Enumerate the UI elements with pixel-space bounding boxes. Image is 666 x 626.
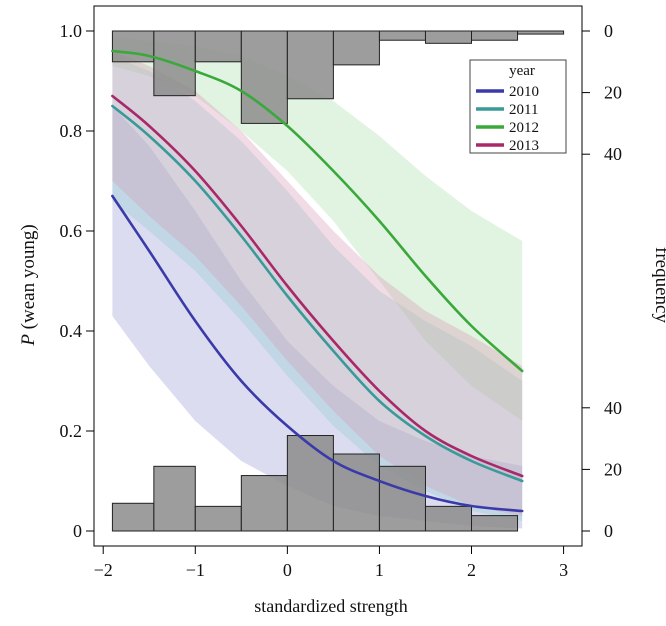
legend-label-2013: 2013 (509, 138, 539, 154)
bottom-hist-bar (153, 465, 196, 532)
y-tick-label: 0.2 (60, 421, 83, 441)
line-2012 (111, 49, 524, 373)
y2-bottom-tick-label: 0 (604, 521, 613, 541)
y2-bottom-tick-label: 20 (604, 459, 622, 479)
top-hist-bar (517, 30, 565, 35)
confidence-bands (112, 36, 523, 529)
bottom-hist-bar (194, 505, 242, 532)
legend-label-2011: 2011 (509, 102, 538, 118)
y-tick-label: 0.8 (60, 121, 83, 141)
top-hist-bar (378, 30, 426, 41)
band-2010 (112, 106, 523, 529)
bottom-hist-bar (111, 502, 155, 532)
y-tick-label: 1.0 (60, 21, 83, 41)
x-tick-label: 1 (375, 560, 384, 580)
line-2010 (111, 194, 524, 513)
y2-top-tick-label: 40 (604, 144, 622, 164)
y-axis-label: P (wean young) (18, 224, 39, 346)
plot-frame (93, 5, 583, 547)
series-lines (111, 49, 524, 513)
legend-label-2010: 2010 (509, 84, 539, 100)
bottom-hist-bar (286, 435, 334, 532)
top-hist-bar (240, 30, 288, 124)
y2-axis-label: frequency (651, 247, 666, 323)
bottom-hist-bar (424, 505, 473, 532)
x-axis-label: standardized strength (254, 596, 407, 616)
top-hist-bar (424, 30, 473, 44)
legend-box (469, 59, 567, 154)
x-tick-label: 3 (559, 560, 568, 580)
legend: year 2010 2011 2012 2013 (469, 59, 567, 154)
y2-top-tick-label: 0 (604, 21, 613, 41)
bottom-hist-bar (378, 465, 426, 532)
x-tick-label: 2 (467, 560, 476, 580)
y2-top-tick-label: 20 (604, 83, 622, 103)
band-2011 (112, 56, 523, 521)
bottom-hist-bar (240, 475, 288, 532)
band-2013 (112, 51, 523, 516)
y2-bottom-tick-label: 40 (604, 398, 622, 418)
top-hist-bar (332, 30, 380, 66)
legend-title: year (509, 63, 535, 79)
x-tick-label: −2 (94, 560, 113, 580)
top-hist-bar (471, 30, 519, 41)
line-2013 (111, 94, 524, 478)
y-tick-label: 0 (73, 521, 82, 541)
top-hist-bar (286, 30, 334, 100)
x-tick-label: −1 (186, 560, 205, 580)
line-2011 (111, 104, 524, 483)
top-hist-bar (111, 30, 155, 63)
top-hist-bar (194, 30, 242, 63)
bottom-hist-bar (471, 515, 519, 532)
axes: −2 −1 0 1 2 3 0 0.2 0.4 0.6 0.8 1.0 0 20 40 0 20 40 (60, 21, 623, 580)
legend-label-2012: 2012 (509, 120, 539, 136)
bottom-hist-bar (332, 453, 380, 532)
band-2012 (112, 36, 523, 421)
y-tick-label: 0.4 (60, 321, 83, 341)
x-tick-label: 0 (283, 560, 292, 580)
y-tick-label: 0.6 (60, 221, 83, 241)
